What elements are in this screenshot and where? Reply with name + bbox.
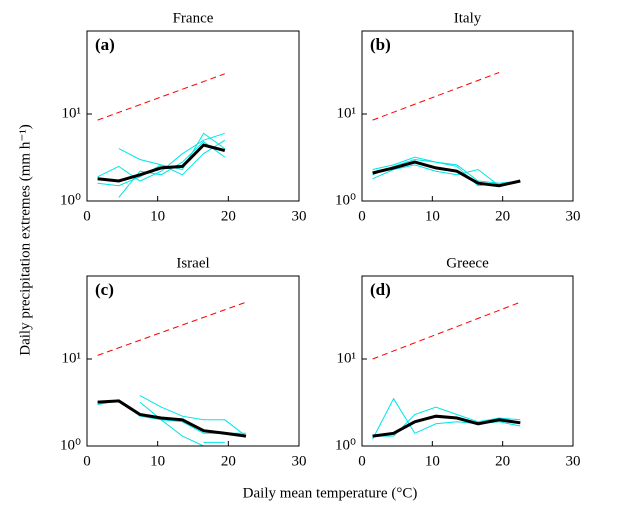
data-line [139,395,247,437]
panel-title: Israel [176,255,209,271]
data-line [97,399,247,438]
data-line [372,397,521,440]
x-tick-label: 30 [292,453,307,469]
y-tick-label: 10¹ [62,350,82,366]
data-line [97,132,226,187]
data-line [97,301,247,356]
data-line [372,414,521,438]
data-line [97,143,226,183]
y-tick-label: 10⁰ [60,192,81,208]
x-tick-label: 20 [495,208,510,224]
data-line [372,160,521,188]
y-tick-label: 10¹ [337,350,357,366]
x-tick-label: 0 [358,453,366,469]
panel-title: Italy [454,10,482,26]
panel-title: France [173,10,214,26]
y-tick-label: 10⁰ [335,437,356,453]
x-tick-label: 0 [83,208,91,224]
x-tick-label: 0 [83,453,91,469]
panel-title: Greece [446,255,489,271]
data-line [372,158,500,187]
x-tick-label: 0 [358,208,366,224]
x-tick-label: 10 [425,453,440,469]
data-line [97,73,225,121]
data-line [118,139,226,176]
data-line [372,164,500,187]
x-tick-label: 20 [221,453,236,469]
y-tick-label: 10¹ [337,105,357,121]
axes-box [86,30,300,202]
x-tick-label: 20 [495,453,510,469]
x-tick-label: 30 [292,208,307,224]
x-tick-label: 20 [221,208,236,224]
x-tick-label: 30 [566,208,581,224]
panel-label: (c) [95,280,114,299]
x-tick-label: 10 [150,208,165,224]
x-tick-label: 30 [566,453,581,469]
data-line [139,401,204,447]
data-line [372,301,521,360]
y-tick-label: 10⁰ [60,437,81,453]
panel-label: (b) [370,35,391,54]
x-tick-label: 10 [425,208,440,224]
data-line [372,72,500,121]
axes-box [361,275,574,447]
panel-label: (a) [95,35,115,54]
data-line [97,132,225,182]
y-tick-label: 10⁰ [335,192,356,208]
axes-box [86,275,300,447]
panel-label: (d) [370,280,391,299]
x-tick-label: 10 [150,453,165,469]
axes-box [361,30,574,202]
y-axis-label: Daily precipitation extremes (mm h⁻¹) [17,124,33,356]
x-axis-label: Daily mean temperature (°C) [243,485,418,501]
y-tick-label: 10¹ [62,105,82,121]
